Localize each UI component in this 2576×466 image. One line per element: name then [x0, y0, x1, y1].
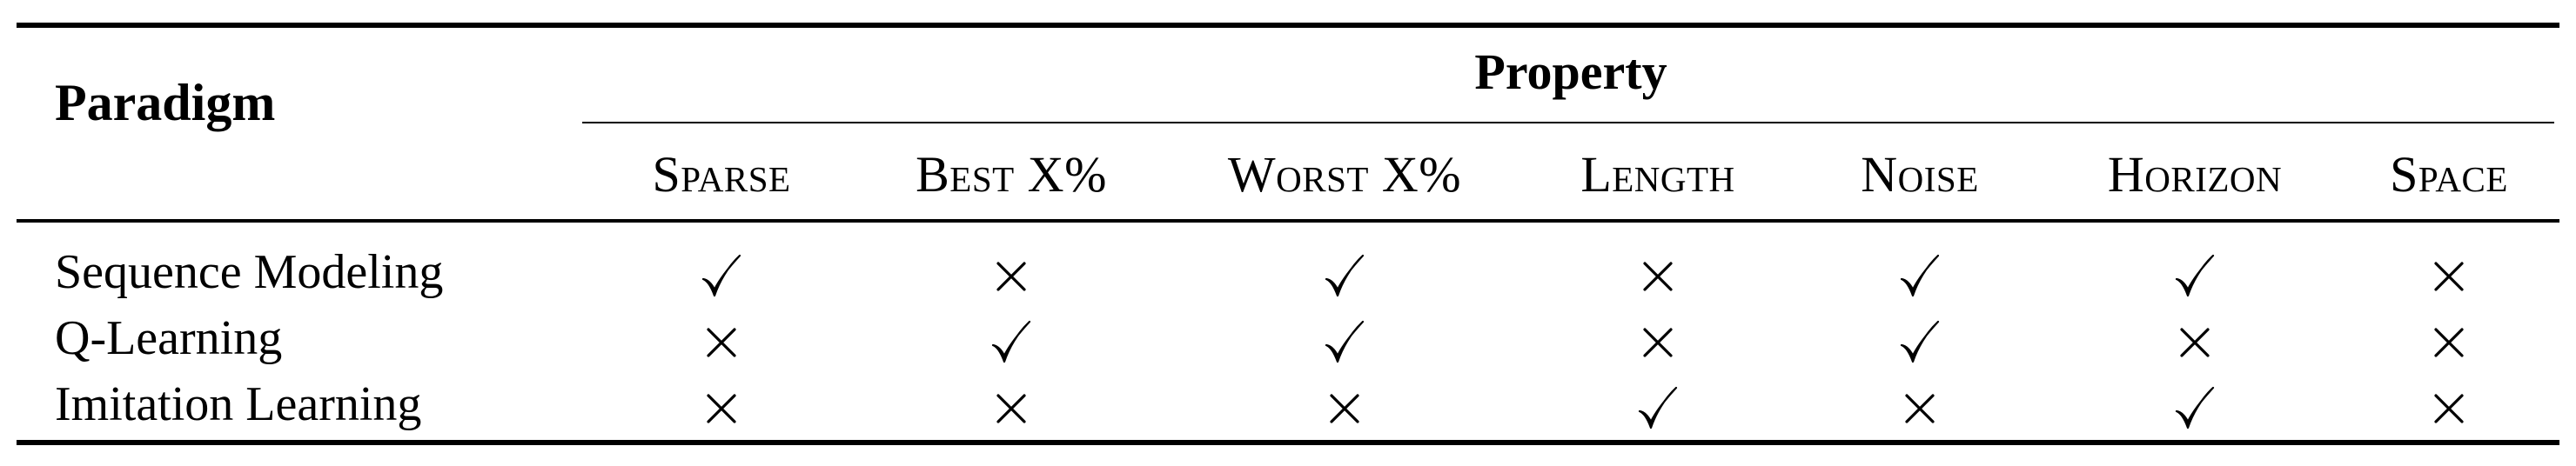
check-icon [1325, 320, 1365, 363]
property-underline [582, 122, 2554, 123]
mark-cell [2051, 370, 2338, 438]
column-header-space: Space [2390, 145, 2508, 203]
cross-icon [996, 262, 1026, 291]
check-icon [701, 254, 741, 296]
mark-cell [861, 219, 1162, 306]
column-header-horizon: Horizon [2107, 145, 2283, 203]
row-label: Imitation Learning [55, 377, 422, 431]
cross-icon [2434, 328, 2464, 357]
check-icon [2175, 254, 2215, 296]
row-label: Sequence Modeling [55, 245, 444, 299]
mark-cell [2051, 219, 2338, 306]
mark-cell [1788, 219, 2051, 306]
mark-cell [582, 306, 861, 370]
mark-cell [2338, 219, 2559, 306]
cross-icon [996, 394, 1026, 423]
cross-icon [1330, 394, 1359, 423]
property-header: Property [1474, 43, 1667, 100]
cross-icon [2434, 262, 2464, 291]
column-header-length: Length [1580, 145, 1735, 203]
table-row: Q-Learning [17, 306, 2559, 370]
mark-cell [1527, 370, 1788, 438]
cross-icon [1905, 394, 1935, 423]
check-icon [1900, 254, 1940, 296]
mark-cell [2338, 370, 2559, 438]
mark-cell [582, 219, 861, 306]
cross-icon [1643, 328, 1673, 357]
mark-cell [1162, 370, 1527, 438]
top-rule [17, 23, 2559, 28]
check-icon [1638, 386, 1678, 429]
mark-cell [861, 370, 1162, 438]
mark-cell [1788, 370, 2051, 438]
mark-cell [2051, 306, 2338, 370]
table-row: Sequence Modeling [17, 219, 2559, 306]
column-header-worst-x: Worst X% [1227, 145, 1462, 203]
mark-cell [1527, 219, 1788, 306]
table-row: Imitation Learning [17, 370, 2559, 438]
column-header-best-x: Best X% [916, 145, 1107, 203]
check-icon [991, 320, 1031, 363]
column-header-sparse: Sparse [652, 145, 791, 203]
row-label: Q-Learning [55, 311, 283, 365]
mark-cell [1788, 306, 2051, 370]
cross-icon [2180, 328, 2210, 357]
check-icon [2175, 386, 2215, 429]
mark-cell [2338, 306, 2559, 370]
header-rule [17, 219, 2559, 223]
cross-icon [1643, 262, 1673, 291]
column-header-noise: Noise [1861, 145, 1979, 203]
cross-icon [707, 394, 736, 423]
table-body: Sequence Modeling Q-Learning I [17, 219, 2559, 438]
bottom-rule [17, 440, 2559, 445]
mark-cell [582, 370, 861, 438]
check-icon [1900, 320, 1940, 363]
cross-icon [2434, 394, 2464, 423]
mark-cell [1527, 306, 1788, 370]
mark-cell [1162, 219, 1527, 306]
paradigm-header: Paradigm [55, 74, 276, 131]
mark-cell [861, 306, 1162, 370]
check-icon [1325, 254, 1365, 296]
mark-cell [1162, 306, 1527, 370]
comparison-table: Paradigm Property Sparse Best X% Worst X… [17, 23, 2559, 445]
cross-icon [707, 328, 736, 357]
